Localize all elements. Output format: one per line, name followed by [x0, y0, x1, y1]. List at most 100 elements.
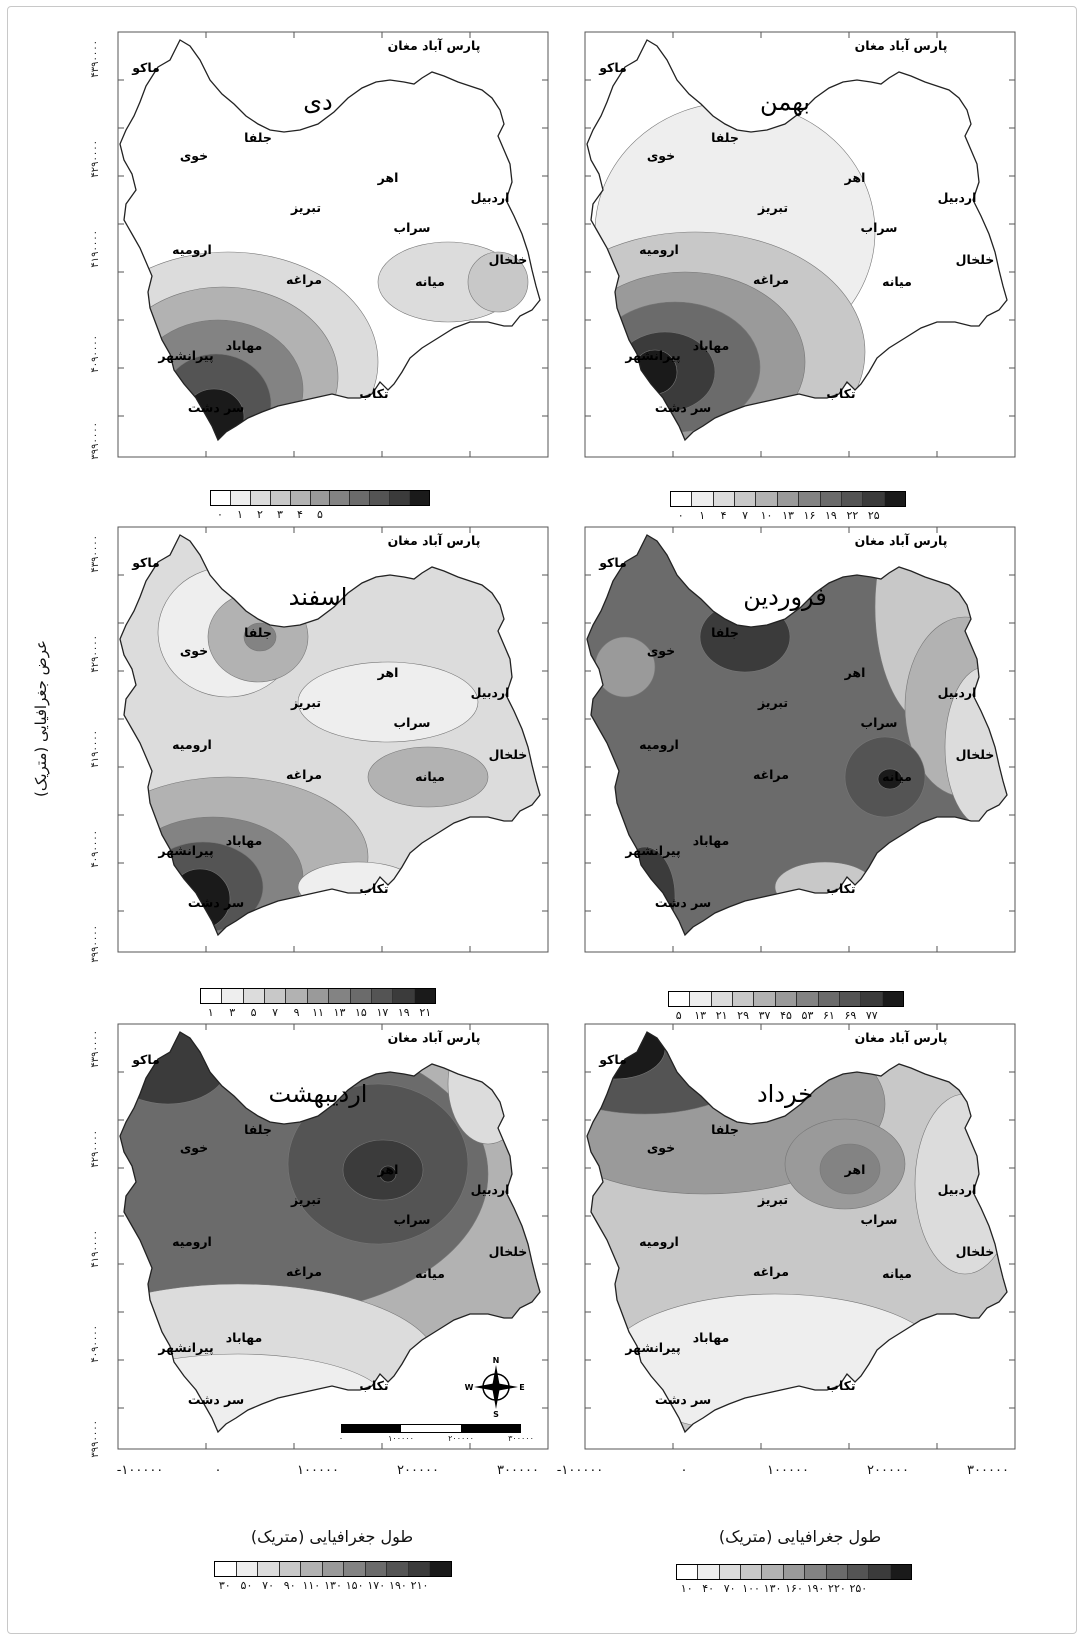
legend-swatch — [410, 491, 429, 505]
city-label-maragheh: مراغه — [286, 1264, 322, 1279]
x-tick-label: ۳۰۰۰۰۰ — [967, 1463, 1009, 1478]
legend-swatch — [805, 1565, 827, 1579]
legend-label: ۷۷ — [865, 1009, 878, 1022]
legend-swatch — [733, 992, 755, 1006]
legend-swatch — [884, 492, 905, 506]
legend-swatch — [762, 1565, 784, 1579]
scale-bar: ۰ ۱۰۰۰۰۰ ۲۰۰۰۰۰ ۳۰۰۰۰۰ — [339, 1424, 534, 1446]
y-tick-label: ۴۱۹۰۰۰۰ — [90, 1230, 101, 1268]
city-label-mahabad: مهاباد — [693, 338, 730, 353]
map-panel-esfand: اسفند پارس آباد مغان ماکو جلفا خوی اهر اردبیل ت… — [117, 526, 549, 953]
legend-swatch — [861, 992, 883, 1006]
city-label-ahar: اهر — [377, 1162, 399, 1177]
legend-swatch — [777, 492, 800, 506]
legend-swatch — [322, 1562, 345, 1576]
legend-swatch — [430, 1562, 452, 1576]
city-label-mianeh: میانه — [415, 1266, 445, 1281]
legend-label: ۶۱ — [822, 1009, 835, 1022]
city-label-maku: ماکو — [598, 555, 627, 570]
province-boundary — [119, 1031, 541, 1434]
legend-label: ۵۰ — [240, 1579, 253, 1592]
city-label-khalkhal: خلخال — [489, 747, 528, 762]
city-label-tabriz: تبریز — [290, 695, 321, 710]
legend-label: ۲۱ — [715, 1009, 728, 1022]
y-axis-title: عرض جغرافیایی (متریک) — [32, 640, 50, 797]
city-label-jolfa: جلفا — [244, 130, 272, 145]
city-label-khoy: خوی — [180, 148, 208, 163]
legend-label: ۱۳۰ — [324, 1579, 342, 1592]
legend-label: ۳۷ — [758, 1009, 771, 1022]
legend-swatch — [265, 989, 287, 1003]
legend-swatch — [236, 1562, 259, 1576]
legend-label: ۲ — [257, 508, 263, 521]
legend-label: ۱۹ — [397, 1006, 410, 1019]
city-label-sardasht: سر دشت — [655, 1392, 711, 1407]
compass-label-w: W — [465, 1383, 474, 1392]
x-axis-title-left: طول جغرافیایی (متریک) — [250, 1527, 414, 1546]
city-label-maku: ماکو — [598, 60, 627, 75]
map-frame — [584, 31, 1016, 458]
city-label-mianeh: میانه — [882, 769, 912, 784]
legend-swatch — [818, 992, 840, 1006]
legend-swatch — [797, 992, 819, 1006]
city-label-sardasht: سر دشت — [188, 1392, 244, 1407]
city-label-sarab: سراب — [394, 220, 431, 235]
legend-swatch — [669, 992, 691, 1006]
legend-label: ۱۰ — [760, 509, 773, 522]
y-tick-label: ۴۲۹۰۰۰۰ — [90, 140, 101, 178]
legend-swatch — [350, 989, 372, 1003]
map-panel-farvardin: فروردین پارس آباد مغان ماکو جلفا خوی اهر اردبی… — [584, 526, 1016, 953]
city-label-urmia: ارومیه — [172, 1234, 212, 1249]
legend-label: ۱۵۰ — [345, 1579, 364, 1592]
legend-swatch — [690, 992, 712, 1006]
legend-dey: ۰ ۱ ۲ ۳ ۴ ۵ — [210, 490, 430, 522]
legend-swatch — [735, 492, 757, 506]
legend-label: ۱۶۰ — [785, 1582, 803, 1595]
city-label-tabriz: تبریز — [290, 1192, 321, 1207]
city-label-piranshahr: پیرانشهر — [157, 843, 213, 858]
map-frame — [584, 1023, 1016, 1450]
legend-label: ۷ — [272, 1006, 279, 1019]
map-svg-ordibehesht: اردیبهشت پارس آباد مغان ماکو جلفا خوی اهر اردب… — [117, 1023, 549, 1450]
city-label-ardabil: اردبیل — [938, 1182, 977, 1197]
city-label-maragheh: مراغه — [286, 272, 322, 287]
legend-swatch — [222, 989, 244, 1003]
contour-zone — [819, 1143, 881, 1195]
map-frame — [117, 1023, 549, 1450]
x-tick-label: ۰ — [214, 1463, 222, 1478]
city-label-mahabad: مهاباد — [693, 833, 730, 848]
month-title: خرداد — [757, 1080, 813, 1108]
legend-swatch — [258, 1562, 280, 1576]
city-label-ahar: اهر — [844, 1162, 866, 1177]
city-label-khalkhal: خلخال — [956, 747, 995, 762]
month-title: اردیبهشت — [269, 1080, 368, 1108]
map-panel-khordad: خرداد پارس آباد مغان ماکو جلفا خوی اهر اردبیل ت… — [584, 1023, 1016, 1450]
compass-label-s: S — [493, 1410, 499, 1419]
legend-label: ۹ — [293, 1006, 300, 1019]
city-label-piranshahr: پیرانشهر — [624, 1340, 680, 1355]
city-label-tabriz: تبریز — [757, 695, 788, 710]
y-tick-label: ۳۹۹۰۰۰۰ — [90, 422, 101, 460]
legend-swatch — [279, 1562, 302, 1576]
city-label-jolfa: جلفا — [244, 1122, 272, 1137]
legend-swatch — [350, 491, 371, 505]
city-label-sarab: سراب — [394, 1212, 431, 1227]
city-label-urmia: ارومیه — [639, 737, 679, 752]
legend-label: ۲۱ — [419, 1006, 432, 1019]
y-tick-label: ۳۹۹۰۰۰۰ — [90, 1420, 101, 1458]
city-label-sarab: سراب — [394, 715, 431, 730]
x-tick-label: ۱۰۰۰۰۰ — [297, 1463, 339, 1478]
province-boundary — [586, 39, 1008, 442]
city-label-urmia: ارومیه — [639, 1234, 679, 1249]
legend-swatch — [330, 491, 351, 505]
city-label-ahar: اهر — [844, 665, 866, 680]
x-tick-label: ۲۰۰۰۰۰ — [397, 1463, 439, 1478]
legend-swatch — [677, 1565, 699, 1579]
legend-swatch — [692, 492, 714, 506]
legend-swatch — [820, 492, 842, 506]
city-label-urmia: ارومیه — [172, 737, 212, 752]
city-label-tabriz: تبریز — [757, 200, 788, 215]
scale-bar-segment — [401, 1425, 461, 1432]
city-label-ardabil: اردبیل — [471, 190, 510, 205]
city-label-ardabil: اردبیل — [471, 1182, 510, 1197]
